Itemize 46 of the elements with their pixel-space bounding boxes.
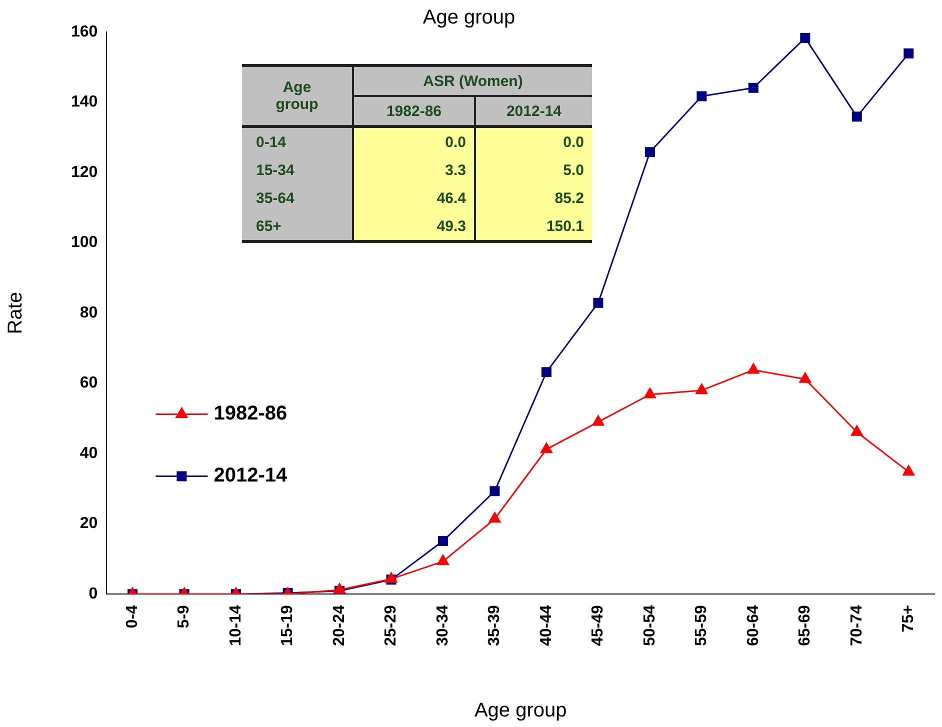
x-tick-label: 35-39 bbox=[486, 604, 504, 646]
y-tick-label: 100 bbox=[70, 234, 98, 252]
annotation: 0.0 bbox=[475, 126, 592, 156]
annotation: 1982-86 bbox=[353, 96, 475, 126]
annotation: 46.4 bbox=[353, 184, 475, 212]
annotation: ASR (Women) bbox=[353, 66, 592, 96]
annotation: 15-34 bbox=[242, 156, 353, 184]
x-tick-label: 0-4 bbox=[124, 604, 141, 628]
annotation: 65+ bbox=[242, 212, 353, 242]
y-tick-label: 20 bbox=[80, 515, 98, 532]
annotation: 35-64 bbox=[242, 184, 353, 212]
legend-label: 1982-86 bbox=[214, 402, 288, 425]
y-tick-label: 140 bbox=[70, 94, 98, 111]
x-axis-title: Age group bbox=[474, 700, 567, 722]
y-tick-label: 40 bbox=[80, 444, 98, 462]
x-tick-label: 45-49 bbox=[590, 604, 607, 646]
annotation: 0-14 bbox=[242, 126, 353, 156]
annotation: 150.1 bbox=[475, 212, 592, 242]
annotation: Age group bbox=[242, 66, 353, 126]
y-tick-label: 120 bbox=[70, 164, 98, 181]
y-tick-label: 80 bbox=[80, 304, 98, 322]
x-tick-label: 25-29 bbox=[382, 604, 400, 646]
y-tick-label: 60 bbox=[80, 374, 98, 392]
annotation: 0.0 bbox=[353, 126, 475, 156]
x-tick-label: 70-74 bbox=[848, 604, 866, 646]
chart-title: Age group bbox=[422, 6, 516, 29]
x-tick-label: 65-69 bbox=[796, 604, 814, 646]
x-tick-label: 55-59 bbox=[693, 604, 710, 646]
x-tick-label: 40-44 bbox=[538, 604, 555, 646]
annotation: 3.3 bbox=[353, 156, 475, 184]
x-tick-label: 5-9 bbox=[176, 604, 193, 628]
x-tick-label: 10-14 bbox=[227, 604, 244, 646]
x-tick-label: 30-34 bbox=[434, 604, 452, 646]
annotation: 5.0 bbox=[475, 156, 592, 184]
annotation: 85.2 bbox=[475, 184, 592, 212]
y-tick-label: 0 bbox=[88, 585, 98, 602]
y-tick-label: 160 bbox=[70, 23, 98, 40]
annotation: 49.3 bbox=[353, 212, 475, 242]
y-axis-title: Rate bbox=[4, 292, 27, 334]
x-tick-label: 75+ bbox=[900, 605, 918, 632]
legend-label: 2012-14 bbox=[214, 464, 288, 487]
annotation: 2012-14 bbox=[475, 96, 592, 126]
x-tick-label: 50-54 bbox=[641, 604, 658, 646]
x-tick-label: 60-64 bbox=[744, 604, 762, 646]
x-tick-label: 15-19 bbox=[279, 604, 296, 646]
x-tick-label: 20-24 bbox=[330, 604, 348, 646]
